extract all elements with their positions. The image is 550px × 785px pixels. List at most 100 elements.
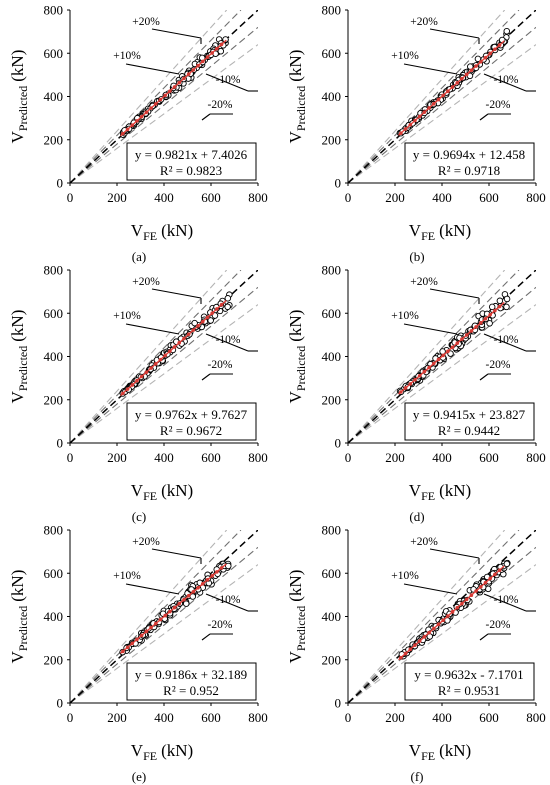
- y-label-sub: Predicted: [294, 86, 308, 131]
- label-plus20: +20%: [410, 536, 438, 548]
- trend-marker: [441, 618, 445, 622]
- trend-marker: [474, 589, 478, 593]
- y-label-unit: (kN): [8, 570, 27, 602]
- plus20-line: [70, 270, 228, 443]
- y-tick-label: 600: [322, 46, 342, 61]
- trend-marker: [493, 572, 497, 577]
- r-squared: R² = 0.9531: [438, 683, 500, 698]
- y-tick-label: 0: [57, 176, 64, 191]
- plus10-line: [348, 10, 520, 183]
- plus10-line: [70, 270, 242, 443]
- plot-area: [70, 530, 258, 703]
- trend-marker: [460, 337, 464, 341]
- label-plus10: +10%: [391, 310, 419, 322]
- x-tick-label: 0: [67, 710, 74, 725]
- trend-marker: [215, 570, 219, 574]
- x-tick-label: 0: [345, 450, 352, 465]
- trend-marker: [177, 340, 182, 345]
- trend-marker: [493, 47, 497, 52]
- x-label-unit: (kN): [439, 481, 471, 500]
- trend-marker: [417, 639, 422, 643]
- trend-marker: [488, 51, 492, 56]
- data-point: [182, 600, 190, 607]
- data-point: [503, 303, 510, 311]
- plus20-line: [348, 530, 506, 703]
- label-minus10-leader: [205, 593, 249, 612]
- trend-marker: [210, 574, 214, 578]
- trend-marker: [455, 341, 460, 345]
- trend-marker: [431, 101, 436, 106]
- x-tick-label: 800: [526, 710, 546, 725]
- trend-marker: [210, 311, 214, 315]
- x-label-main: V: [131, 221, 144, 240]
- trend-marker: [196, 63, 200, 68]
- x-tick-label: 800: [526, 450, 546, 465]
- x-tick-label: 200: [107, 450, 127, 465]
- x-label-unit: (kN): [161, 221, 193, 240]
- label-minus10-leader: [483, 333, 527, 352]
- chart-panel-c: 0 200 400 600 800 0 200 400 600 800 +20% +10% -10% -2…: [8, 263, 268, 525]
- plus20-line: [348, 10, 506, 183]
- equation-box: [126, 662, 257, 701]
- y-label-sub: Predicted: [294, 606, 308, 651]
- trend-marker: [403, 651, 408, 656]
- trend-marker: [163, 353, 167, 358]
- y-tick-label: 200: [322, 132, 342, 147]
- trend-marker: [186, 72, 191, 76]
- label-plus20-leader: [151, 548, 202, 559]
- trend-marker: [427, 630, 431, 635]
- trend-marker: [469, 329, 474, 333]
- trend-marker: [483, 580, 488, 585]
- plot-area: [348, 530, 536, 703]
- label-plus20-leader: [429, 548, 480, 559]
- y-tick-label: 200: [322, 392, 342, 407]
- leader-tick: [201, 373, 211, 381]
- x-tick-label: 0: [67, 190, 74, 205]
- minus20-line: [348, 304, 536, 443]
- x-label-sub: FE: [143, 489, 157, 503]
- y-tick-label: 600: [44, 566, 64, 581]
- trend-marker: [121, 649, 125, 654]
- data-point: [225, 562, 232, 570]
- trend-marker: [497, 43, 502, 47]
- trend-marker: [403, 127, 408, 131]
- trend-marker: [163, 93, 167, 98]
- x-tick-label: 200: [385, 710, 405, 725]
- x-axis-label: VFE (kN): [131, 741, 193, 763]
- x-label-sub: FE: [143, 749, 157, 763]
- trend-marker: [125, 127, 130, 132]
- trend-marker: [130, 641, 135, 646]
- trend-marker: [219, 302, 224, 307]
- r-squared: R² = 0.9672: [160, 423, 222, 438]
- y-tick-label: 800: [44, 523, 64, 538]
- trend-marker: [446, 614, 450, 618]
- trend-marker: [455, 605, 460, 610]
- equation-box: [404, 662, 535, 701]
- label-plus10: +10%: [391, 50, 419, 62]
- trend-marker: [427, 365, 431, 370]
- trend-marker: [205, 578, 210, 582]
- trend-marker: [422, 635, 427, 639]
- minus10-line: [348, 286, 536, 443]
- minus10-line: [348, 26, 536, 183]
- trend-marker: [205, 55, 210, 59]
- data-point: [496, 297, 504, 305]
- trend-marker: [144, 629, 149, 634]
- trend-marker: [144, 370, 149, 375]
- y-tick-label: 200: [44, 392, 64, 407]
- trend-marker: [139, 114, 144, 119]
- identity-line: [348, 530, 536, 703]
- trend-marker: [153, 102, 158, 106]
- trend-marker: [441, 93, 445, 98]
- trend-marker: [121, 131, 125, 136]
- trendline-equation: y = 0.9632x - 7.1701: [414, 667, 523, 682]
- y-label-main: V: [8, 650, 27, 663]
- x-label-sub: FE: [421, 749, 435, 763]
- trend-marker: [493, 308, 497, 313]
- y-tick-label: 0: [335, 176, 342, 191]
- trend-marker: [191, 68, 196, 72]
- trendline-equation: y = 0.9694x + 12.458: [413, 147, 525, 162]
- x-axis-label: VFE (kN): [409, 741, 471, 763]
- trendline-equation: y = 0.9821x + 7.4026: [135, 147, 248, 162]
